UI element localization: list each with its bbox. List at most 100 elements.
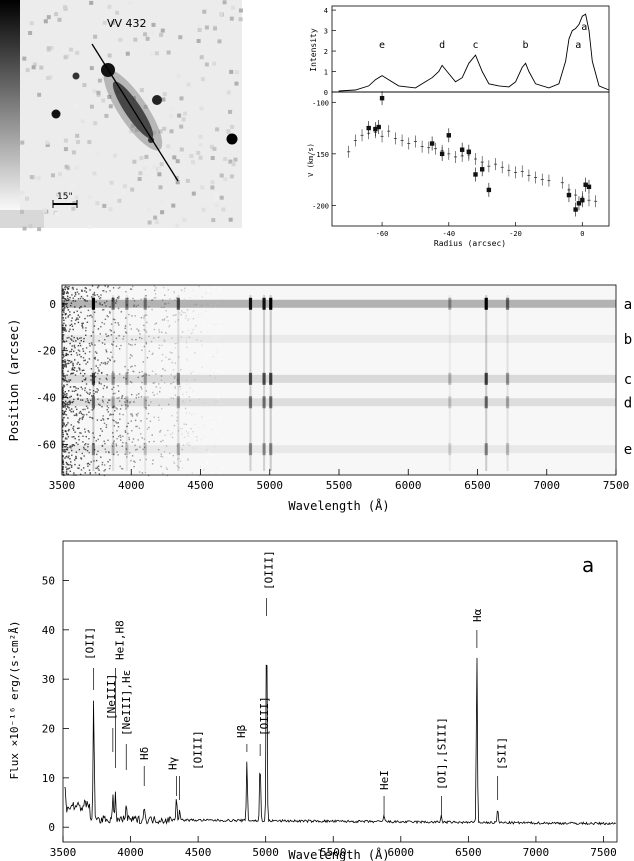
spectrum-2d-noise-dot [102,401,104,403]
spectrum-2d-noise-dot [62,290,64,292]
spectrum-2d-noise-dot [62,429,64,432]
spectrum-2d-noise-dot [93,291,96,294]
noise-pixel [179,147,184,152]
spectrum-2d-noise-dot [106,386,108,388]
spectrum-2d-noise-dot [62,405,65,407]
spectrum-2d-noise-dot [88,393,91,395]
spectrum-2d-noise-dot [149,420,152,422]
spectrum-2d-noise-dot [141,370,143,373]
spectrum-2d-noise-dot [119,418,121,420]
spectrum-1d-ytick-label: 40 [42,624,55,637]
spectrum-2d-noise-dot [135,449,137,451]
spectrum-2d-noise-dot [97,359,99,361]
noise-pixel [219,195,224,200]
noise-pixel [46,76,50,80]
spectrum-2d-noise-dot [63,341,66,343]
spectrum-2d-noise-dot [207,414,209,417]
spectrum-2d-background [62,285,616,475]
spectrum-2d-noise-dot [88,438,90,440]
spectrum-2d-noise-dot [159,387,161,389]
spectrum-2d-noise-dot [77,298,80,300]
spectrum-2d-noise-dot [157,449,160,451]
noise-pixel [117,198,122,203]
noise-pixel [71,206,76,211]
spectrum-2d-noise-dot [62,334,65,336]
spectrum-2d-xtick-label: 3500 [49,479,76,492]
spectrum-2d-noise-dot [161,353,164,356]
spectrum-2d-noise-dot [66,463,68,465]
spectrum-2d-noise-dot [98,403,100,405]
spectrum-2d-noise-dot [152,382,154,384]
velocity-points [347,91,598,217]
noise-pixel [129,127,134,132]
spectrum-2d-noise-dot [104,285,106,287]
spectrum-2d-noise-dot [209,304,211,306]
spectrum-2d-noise-dot [218,313,220,316]
spectrum-2d-noise-dot [82,435,84,437]
spectrum-2d-noise-dot [62,424,64,426]
spectrum-2d-noise-dot [84,290,86,292]
noise-pixel [210,180,215,185]
spectrum-2d-noise-dot [72,401,74,403]
spectrum-2d-noise-dot [173,461,175,463]
spectrum-2d-noise-dot [75,293,77,296]
spectrum-2d-noise-dot [106,300,108,302]
spectrum-2d-noise-dot [90,342,93,344]
spectrum-2d-noise-dot [172,397,175,400]
spectrum-2d-noise-dot [97,367,99,369]
spectrum-2d-noise-dot [126,425,128,428]
noise-pixel [160,210,165,215]
spectrum-2d-noise-dot [100,362,103,364]
spectrum-2d-noise-dot [113,453,115,456]
spectrum-2d-noise-dot [83,340,85,343]
noise-pixel [42,208,47,213]
spectrum-2d-noise-dot [174,342,176,345]
spectrum-2d-noise-dot [109,399,111,401]
spectrum-2d-noise-dot [187,319,189,321]
spectrum-2d-noise-dot [66,403,68,406]
spectrum-2d-noise-dot [142,375,145,377]
spectrum-2d-noise-dot [64,457,66,459]
spectrum-2d-noise-dot [131,315,133,317]
noise-pixel [234,81,239,86]
noise-pixel [211,218,216,223]
spectrum-2d-noise-dot [178,453,180,455]
noise-pixel [214,192,219,197]
spectrum-2d-noise-dot [70,411,72,413]
spectrum-2d-noise-dot [133,401,135,403]
spectrum-2d-noise-dot [62,336,64,338]
spectrum-2d-noise-dot [65,461,68,464]
spectrum-2d-noise-dot [138,396,140,398]
spectrum-2d-noise-dot [87,446,89,448]
noise-pixel [198,155,203,160]
spectrum-1d-ytick-label: 30 [42,673,55,686]
spectrum-2d-noise-dot [101,406,103,408]
spectrum-2d-noise-dot [112,419,114,421]
spectrum-2d-noise-dot [170,373,172,376]
noise-pixel [25,196,29,201]
spectrum-2d-noise-dot [77,338,79,340]
spectrum-2d-noise-dot [103,290,105,292]
spectrum-2d-noise-dot [77,387,79,390]
spectrum-2d-noise-dot [116,430,118,432]
velocity-point-square [566,192,572,198]
intensity-ytick-label: 4 [324,7,328,15]
spectrum-2d-noise-dot [62,324,64,327]
spectrum-2d-noise-dot [85,391,88,393]
spectrum-2d-noise-dot [66,405,68,407]
spectrum-2d-noise-dot [67,464,69,466]
spectrum-2d-line-knot [505,297,510,310]
spectrum-2d-noise-dot [106,418,109,420]
spectrum-2d-noise-dot [63,319,65,321]
noise-pixel [175,180,180,185]
spectrum-2d-noise-dot [219,305,222,307]
spectrum-2d-noise-dot [163,318,166,320]
spectrum-2d-noise-dot [203,445,205,448]
spectrum-2d-noise-dot [62,351,64,353]
intensity-ytick-label: 0 [324,89,328,97]
spectrum-2d-noise-dot [63,309,65,311]
spectrum-2d-noise-dot [141,349,143,351]
spectrum-2d-noise-dot [64,449,66,451]
spectrum-2d-noise-dot [114,410,116,412]
spectrum-2d-noise-dot [221,403,223,406]
